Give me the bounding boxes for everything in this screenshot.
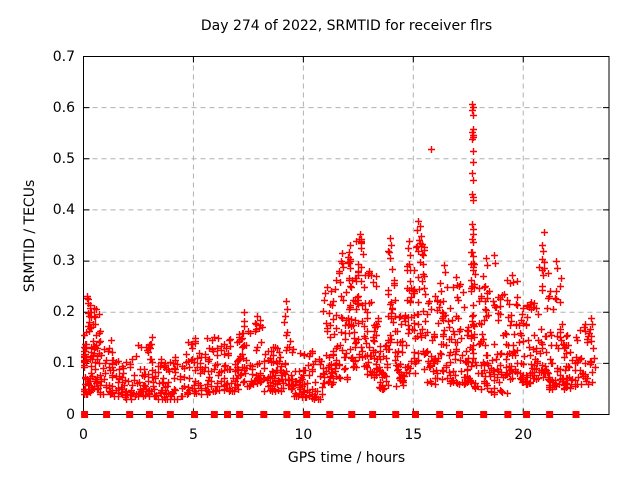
plot-border bbox=[83, 56, 610, 415]
x-tick-label: 5 bbox=[188, 427, 198, 443]
scatter-points bbox=[81, 101, 599, 403]
x-axis-label: GPS time / hours bbox=[287, 450, 406, 466]
chart-title: Day 274 of 2022, SRMTID for receiver flr… bbox=[200, 18, 493, 34]
x-tick-label: 20 bbox=[514, 427, 533, 443]
y-tick-label: 0.6 bbox=[52, 99, 75, 116]
y-tick-label: 0.1 bbox=[52, 355, 75, 372]
x-tick-label: 0 bbox=[79, 427, 88, 443]
y-axis-label: SRMTID / TECUs bbox=[22, 179, 38, 293]
y-tick-label: 0.2 bbox=[52, 304, 75, 321]
y-tick-label: 0 bbox=[66, 406, 75, 423]
x-tick-label: 10 bbox=[294, 427, 313, 443]
gridlines bbox=[83, 56, 609, 415]
y-tick-label: 0.7 bbox=[52, 48, 75, 65]
baseline-square-markers bbox=[81, 411, 580, 418]
y-tick-label: 0.3 bbox=[52, 253, 75, 270]
y-tick-label: 0.5 bbox=[52, 150, 75, 167]
axis-ticks bbox=[83, 56, 609, 415]
y-tick-label: 0.4 bbox=[52, 201, 75, 218]
x-tick-label: 15 bbox=[404, 427, 423, 443]
